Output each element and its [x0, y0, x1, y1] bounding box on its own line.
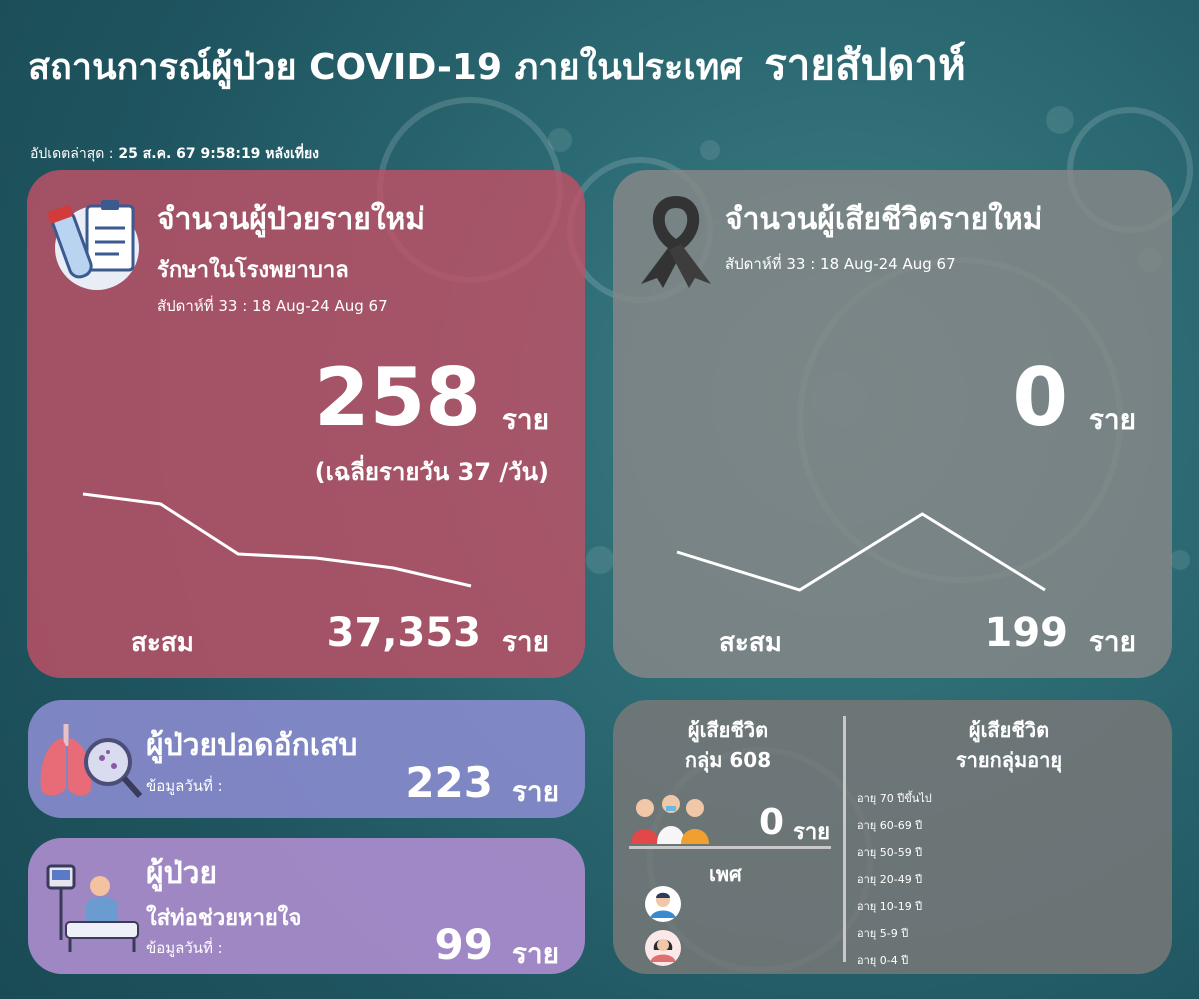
- deaths-608-title-line2: กลุ่ม 608: [684, 748, 772, 772]
- new-deaths-trend-line: [676, 512, 1046, 592]
- pneumonia-card: ผู้ป่วยปอดอักเสบ ข้อมูลวันที่ : 223 ราย: [28, 700, 585, 818]
- new-cases-week: สัปดาห์ที่ 33 : 18 Aug-24 Aug 67: [157, 297, 388, 315]
- pneumonia-title: ผู้ป่วยปอดอักเสบ: [146, 728, 358, 763]
- new-cases-cumulative-value: 37,353: [326, 610, 481, 656]
- new-cases-cumulative-unit: ราย: [501, 625, 549, 658]
- female-avatar-icon: [645, 930, 681, 966]
- ventilator-date-label: ข้อมูลวันที่ :: [146, 939, 223, 957]
- ventilator-patient-icon: [46, 864, 139, 952]
- lungs-icon: [40, 724, 143, 798]
- age-group-label: อายุ 50-59 ปี: [857, 846, 923, 859]
- vertical-divider: [843, 716, 846, 962]
- age-group-label: อายุ 10-19 ปี: [857, 900, 923, 913]
- new-cases-value: 258: [314, 351, 481, 444]
- new-deaths-week: สัปดาห์ที่ 33 : 18 Aug-24 Aug 67: [725, 255, 956, 273]
- updated-value: 25 ส.ค. 67 9:58:19 หลังเที่ยง: [118, 146, 319, 162]
- family-group-icon: [631, 795, 709, 844]
- deaths-608-title-line1: ผู้เสียชีวิต: [687, 718, 769, 742]
- new-cases-card: จำนวนผู้ป่วยรายใหม่ รักษาในโรงพยาบาล สัป…: [27, 170, 585, 678]
- deaths-age-title-line2: รายกลุ่มอายุ: [955, 748, 1063, 772]
- age-group-label: อายุ 5-9 ปี: [857, 927, 909, 940]
- pneumonia-value: 223: [405, 758, 493, 807]
- ventilator-title: ผู้ป่วย: [146, 856, 218, 891]
- new-deaths-trend-chart: [676, 512, 1046, 592]
- updated-label: อัปเดตล่าสุด :: [30, 146, 114, 162]
- deaths-608-value: 0: [759, 802, 785, 843]
- new-deaths-title: จำนวนผู้เสียชีวิตรายใหม่: [725, 202, 1043, 237]
- gender-label: เพศ: [709, 862, 742, 886]
- page-title: สถานการณ์ผู้ป่วย COVID-19 ภายในประเทศ ราย…: [28, 40, 966, 89]
- new-cases-title: จำนวนผู้ป่วยรายใหม่: [157, 202, 426, 237]
- deaths-age-title-line1: ผู้เสียชีวิต: [968, 718, 1050, 742]
- medical-report-icon: [47, 200, 139, 290]
- age-group-label: อายุ 60-69 ปี: [857, 819, 923, 832]
- ventilator-card: ผู้ป่วย ใส่ท่อช่วยหายใจ ข้อมูลวันที่ : 9…: [28, 838, 585, 974]
- pneumonia-date-label: ข้อมูลวันที่ :: [146, 777, 223, 795]
- new-deaths-card: จำนวนผู้เสียชีวิตรายใหม่ สัปดาห์ที่ 33 :…: [613, 170, 1172, 678]
- new-deaths-cumulative-unit: ราย: [1088, 625, 1136, 658]
- new-cases-daily-average: (เฉลี่ยรายวัน 37 /วัน): [314, 458, 549, 486]
- new-deaths-cumulative-value: 199: [984, 610, 1069, 656]
- ventilator-value: 99: [434, 920, 493, 969]
- black-ribbon-icon: [641, 195, 711, 288]
- new-deaths-cumulative-label: สะสม: [719, 628, 782, 658]
- new-deaths-unit: ราย: [1088, 403, 1136, 436]
- new-cases-trend-chart: [82, 492, 472, 588]
- age-group-label: อายุ 70 ปีขึ้นไป: [857, 792, 932, 805]
- new-cases-cumulative-label: สะสม: [131, 628, 194, 658]
- last-updated: อัปเดตล่าสุด : 25 ส.ค. 67 9:58:19 หลังเท…: [30, 143, 319, 165]
- new-deaths-value: 0: [1012, 351, 1068, 444]
- age-group-label: อายุ 0-4 ปี: [857, 954, 909, 967]
- new-cases-subtitle: รักษาในโรงพยาบาล: [157, 258, 349, 283]
- deaths-breakdown-card: ผู้เสียชีวิต กลุ่ม 608 0 ราย เพศ ผู้เสีย…: [613, 700, 1172, 974]
- pneumonia-unit: ราย: [511, 775, 559, 808]
- ventilator-subtitle: ใส่ท่อช่วยหายใจ: [146, 906, 302, 931]
- male-avatar-icon: [645, 886, 681, 922]
- new-cases-trend-line: [82, 492, 472, 588]
- age-group-label: อายุ 20-49 ปี: [857, 873, 923, 886]
- new-cases-unit: ราย: [501, 403, 549, 436]
- deaths-608-divider: [629, 846, 831, 849]
- deaths-608-unit: ราย: [793, 820, 831, 845]
- ventilator-unit: ราย: [511, 937, 559, 970]
